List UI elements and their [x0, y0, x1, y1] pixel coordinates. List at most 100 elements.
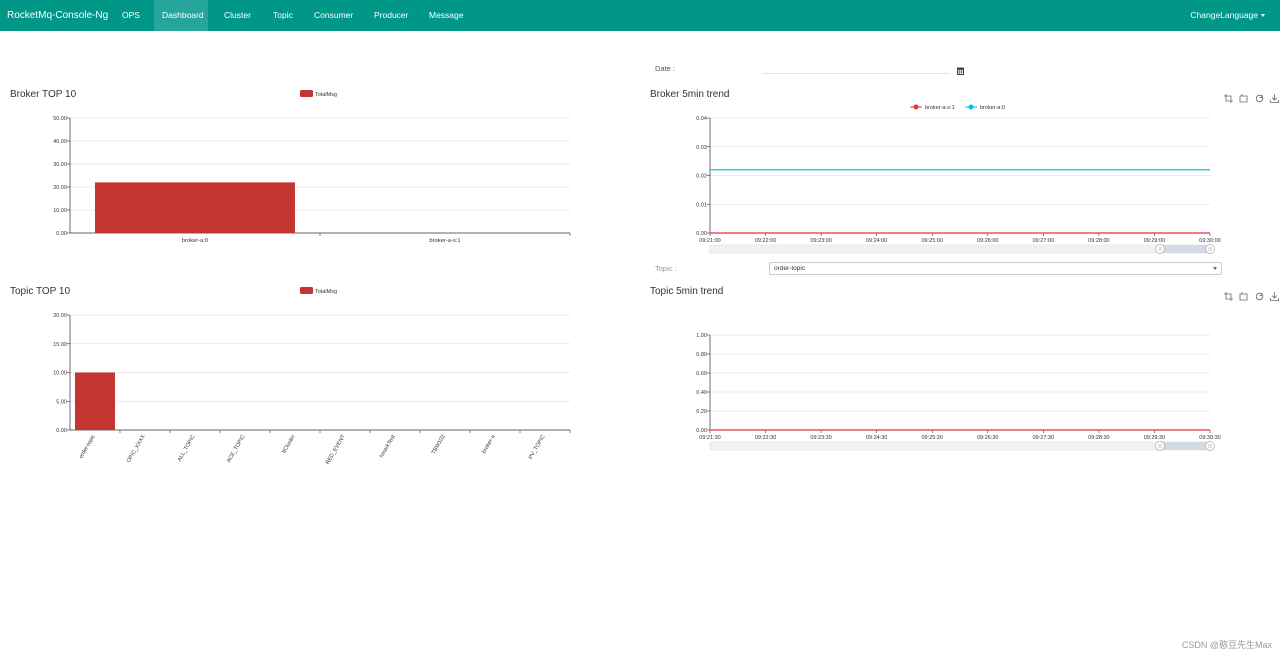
topic-top10-legend-swatch — [300, 287, 313, 294]
broker-top10-xtick-label: broker-a-s:1 — [429, 238, 460, 244]
topic-trend-ytick-label: 0.20 — [696, 409, 707, 415]
topic-top10-xtick-label: ACE_TOPIC — [226, 434, 247, 464]
broker-trend-legend-label: broker-a-s:1 — [925, 105, 955, 111]
save-image-icon[interactable] — [1270, 94, 1280, 103]
broker-top10-xtick-label: broker-a:0 — [182, 238, 208, 244]
topic-trend-datazoom-window — [1160, 442, 1210, 450]
broker-top10-bar — [95, 182, 295, 233]
topic-top10-xtick-label: RED_EVENT — [325, 433, 347, 465]
topic-trend-toolbox — [1222, 288, 1280, 306]
topic-top10-ytick-label: 5.00 — [56, 399, 67, 405]
broker-trend-xtick-label: 09:26:00 — [977, 238, 998, 244]
topic-top10-ytick-label: 0.00 — [56, 428, 67, 434]
broker-trend-ytick-label: 0.02 — [696, 174, 707, 180]
nav-topic[interactable]: Topic — [273, 10, 293, 20]
topic-top10-xtick-label: broker-a — [481, 433, 497, 455]
nav-consumer[interactable]: Consumer — [314, 10, 354, 20]
broker-trend-datazoom-handle — [1205, 244, 1215, 254]
zoom-reset-icon[interactable] — [1239, 292, 1248, 301]
broker-trend-xtick-label: 09:25:00 — [922, 238, 943, 244]
topic-trend-xtick-label: 09:26:30 — [977, 435, 998, 441]
footer-watermark: CSDN @憨豆先生Max — [1181, 640, 1272, 650]
topic-trend-xtick-label: 09:30:30 — [1199, 435, 1220, 441]
caret-down-icon — [1261, 14, 1265, 18]
zoom-reset-icon[interactable] — [1239, 94, 1248, 103]
broker-trend-toolbox — [1222, 90, 1280, 108]
topic-top10-xtick-label: ALL_TOPIC — [177, 434, 197, 463]
broker-trend-xtick-label: 09:21:00 — [699, 238, 720, 244]
topic-top10-xtick-label: TBW102 — [431, 434, 447, 456]
broker-trend-xtick-label: 09:29:00 — [1144, 238, 1165, 244]
topic-trend-ytick-label: 1.00 — [696, 333, 707, 339]
topic-top10-xtick-label: ltCluster — [281, 434, 296, 455]
broker-top10-legend-label: TotalMsg — [315, 92, 337, 98]
topic-trend-ytick-label: 0.60 — [696, 371, 707, 377]
broker-top10-ytick-label: 10.00 — [53, 208, 67, 214]
change-language-dropdown[interactable]: ChangeLanguage — [1190, 0, 1265, 31]
nav-ops[interactable]: OPS — [122, 10, 140, 20]
broker-top10-ytick-label: 20.00 — [53, 185, 67, 191]
topic-trend-ytick-label: 0.80 — [696, 352, 707, 358]
topic-select[interactable]: order-topic — [769, 262, 1222, 275]
topic-trend-xtick-label: 09:24:30 — [866, 435, 887, 441]
broker-top10-ytick-label: 0.00 — [56, 231, 67, 237]
broker-trend-datazoom-track — [709, 244, 1211, 254]
broker-trend-xtick-label: 09:27:00 — [1033, 238, 1054, 244]
broker-top10-legend-swatch — [300, 90, 313, 97]
broker-trend-xtick-label: 09:23:00 — [810, 238, 831, 244]
broker-trend-title: Broker 5min trend — [650, 89, 730, 100]
restore-icon[interactable] — [1255, 94, 1264, 103]
topic-top10-bar — [75, 372, 115, 430]
restore-icon[interactable] — [1255, 292, 1264, 301]
nav-producer[interactable]: Producer — [374, 10, 409, 20]
broker-top10-ytick-label: 50.00 — [53, 116, 67, 122]
topic-trend-datazoom-handle — [1155, 441, 1165, 451]
broker-trend-datazoom-handle — [1155, 244, 1165, 254]
broker-trend-datazoom-window — [1160, 245, 1210, 253]
topic-top10-ytick-label: 10.00 — [53, 371, 67, 377]
topic-select-value: order-topic — [774, 265, 806, 272]
date-label: Date : — [655, 64, 676, 73]
broker-top10-title: Broker TOP 10 — [10, 89, 77, 100]
zoom-icon[interactable] — [1224, 292, 1233, 301]
save-image-icon[interactable] — [1270, 292, 1280, 301]
broker-trend-ytick-label: 0.00 — [696, 231, 707, 237]
date-input[interactable] — [762, 73, 950, 74]
topic-top10-xtick-label: hmarkTest — [379, 434, 397, 459]
topic-trend-xtick-label: 09:21:30 — [699, 435, 720, 441]
calendar-icon[interactable] — [957, 62, 964, 80]
nav-cluster[interactable]: Cluster — [224, 10, 251, 20]
topic-top10-title: Topic TOP 10 — [10, 286, 71, 297]
topic-trend-xtick-label: 09:27:30 — [1033, 435, 1054, 441]
zoom-icon[interactable] — [1224, 94, 1233, 103]
topic-top10-xtick-label: PV_TOPIC — [528, 434, 547, 460]
topic-top10-xtick-label: OPIC_XXXX — [126, 434, 147, 464]
topic-trend-datazoom-track — [709, 441, 1211, 451]
broker-trend-xtick-label: 09:22:00 — [755, 238, 776, 244]
topic-trend-title: Topic 5min trend — [650, 286, 724, 297]
topic-trend-datazoom-handle — [1205, 441, 1215, 451]
topic-top10-ytick-label: 15.00 — [53, 342, 67, 348]
topic-select-label: Topic : — [655, 264, 677, 273]
broker-trend-legend-marker — [968, 104, 974, 110]
broker-trend-ytick-label: 0.03 — [696, 145, 707, 151]
broker-trend-xtick-label: 09:28:00 — [1088, 238, 1109, 244]
topic-trend-ytick-label: 0.00 — [696, 428, 707, 434]
top-navbar: RocketMq-Console-Ng OPS Dashboard Cluste… — [0, 0, 1280, 31]
change-language-label: ChangeLanguage — [1190, 10, 1258, 20]
broker-trend-ytick-label: 0.01 — [696, 202, 707, 208]
app-brand[interactable]: RocketMq-Console-Ng — [7, 10, 109, 21]
broker-trend-xtick-label: 09:24:00 — [866, 238, 887, 244]
broker-top10-ytick-label: 30.00 — [53, 162, 67, 168]
nav-dashboard[interactable]: Dashboard — [154, 0, 208, 31]
broker-trend-legend-marker — [913, 104, 919, 110]
topic-trend-xtick-label: 09:23:30 — [810, 435, 831, 441]
broker-trend-ytick-label: 0.04 — [696, 116, 707, 122]
topic-top10-legend-label: TotalMsg — [315, 289, 337, 295]
topic-top10-xtick-label: order-topic — [78, 434, 96, 460]
broker-trend-xtick-label: 09:30:00 — [1199, 238, 1220, 244]
topic-trend-xtick-label: 09:29:30 — [1144, 435, 1165, 441]
broker-trend-legend-label: broker-a:0 — [980, 105, 1005, 111]
nav-message[interactable]: Message — [429, 10, 464, 20]
